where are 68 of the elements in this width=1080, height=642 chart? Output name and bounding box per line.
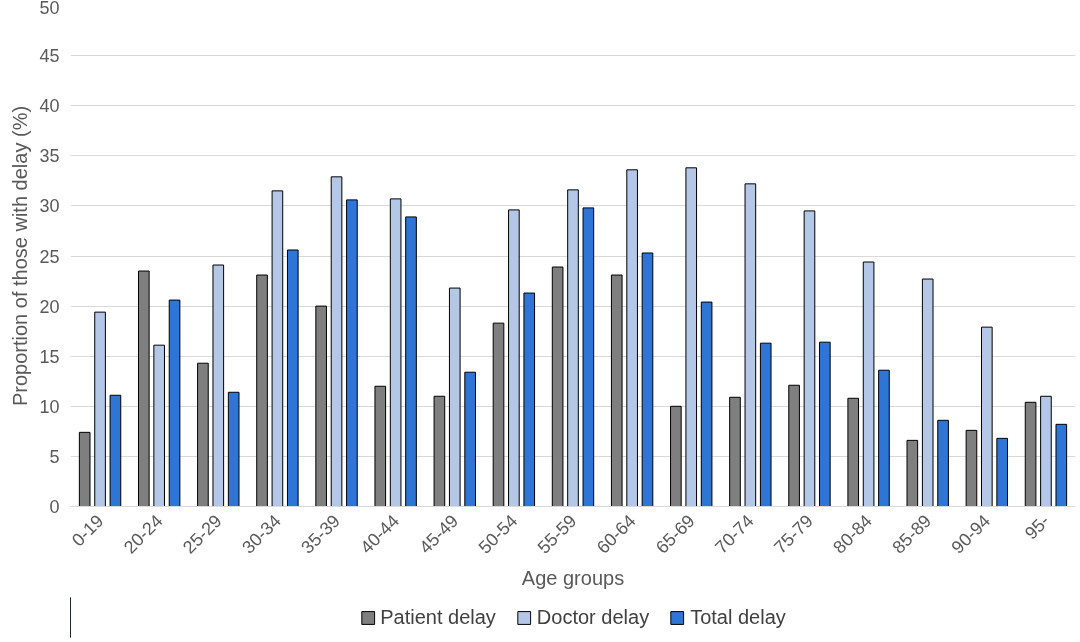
bar — [685, 167, 698, 507]
bar — [523, 292, 536, 507]
y-tick-label: 20 — [39, 296, 60, 317]
legend-label: Patient delay — [380, 605, 496, 629]
bar — [448, 287, 461, 507]
bar — [670, 405, 682, 507]
bar — [374, 385, 387, 507]
bar — [582, 207, 595, 507]
bar — [346, 199, 358, 507]
y-tick-label: 40 — [39, 96, 60, 117]
bar — [965, 429, 978, 507]
bar — [759, 342, 772, 507]
bar — [862, 261, 875, 507]
y-tick-label: 25 — [39, 246, 60, 267]
bar — [256, 274, 268, 507]
y-tick-label: 50 — [39, 0, 60, 18]
bar — [626, 169, 638, 507]
bar — [78, 431, 91, 507]
bar — [197, 362, 209, 507]
legend-label: Doctor delay — [536, 605, 650, 629]
y-tick-label: 30 — [39, 196, 60, 217]
bar — [153, 344, 165, 507]
y-tick-label: 45 — [39, 46, 60, 67]
bar — [330, 176, 343, 507]
bar — [906, 439, 919, 507]
x-axis-title: Age groups — [521, 567, 625, 590]
bar — [492, 322, 505, 507]
bar — [212, 264, 225, 507]
bar — [819, 341, 831, 507]
bar — [937, 419, 949, 507]
bar — [168, 299, 181, 507]
bar — [610, 274, 623, 507]
bar — [1024, 401, 1037, 507]
bar — [996, 437, 1009, 507]
bar — [389, 198, 402, 507]
bar — [1040, 395, 1052, 507]
bar — [94, 311, 106, 507]
bar — [227, 391, 240, 507]
bar — [464, 371, 476, 507]
bar — [315, 305, 327, 507]
bar — [729, 396, 741, 507]
bar — [803, 210, 816, 507]
y-tick-label: 15 — [39, 346, 60, 367]
bar — [567, 189, 579, 507]
bar — [1055, 423, 1068, 507]
bar — [405, 216, 417, 507]
bar — [433, 395, 446, 507]
bar — [744, 183, 757, 507]
bar — [981, 326, 993, 507]
bar — [551, 266, 564, 507]
y-tick-label: 10 — [39, 396, 60, 417]
bar — [700, 301, 713, 507]
y-axis-title: Proportion of those with delay (%) — [9, 105, 32, 407]
x-tick-label: 95- — [1020, 510, 1054, 544]
y-tick-label: 35 — [39, 146, 60, 167]
bar — [788, 384, 800, 507]
bar — [286, 249, 299, 507]
bar — [271, 190, 284, 507]
y-tick-label: 0 — [49, 497, 60, 517]
bar — [109, 394, 122, 507]
bar — [878, 369, 890, 507]
y-tick-label: 5 — [49, 446, 60, 467]
bar — [921, 278, 934, 507]
bar — [137, 270, 150, 507]
bar — [508, 209, 520, 507]
bar — [847, 397, 860, 507]
legend-label: Total delay — [690, 605, 786, 629]
bar — [641, 252, 654, 507]
